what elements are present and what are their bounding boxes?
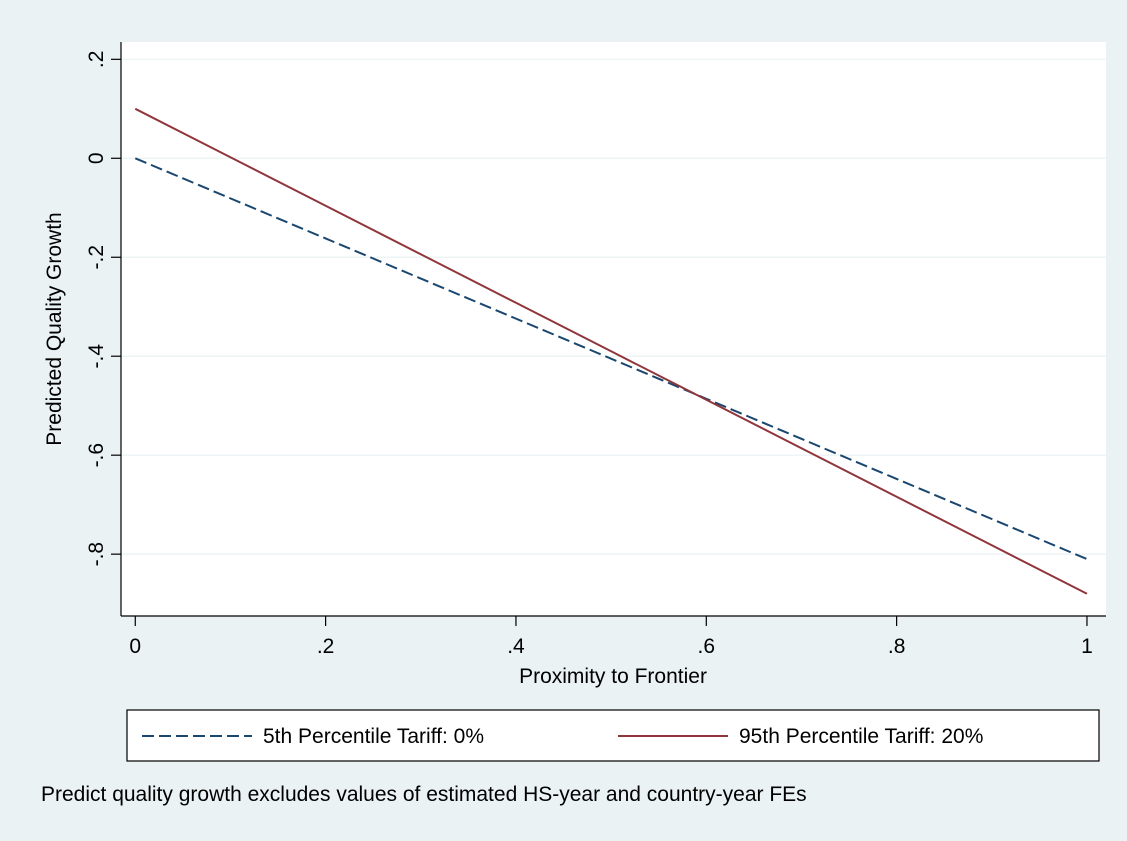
y-axis-ticks: -.8 -.6 -.4 -.2 0 .2 <box>85 51 121 567</box>
axes <box>120 42 1106 617</box>
x-tick-label-0: 0 <box>129 635 141 658</box>
grid-lines <box>121 58 1106 555</box>
series-lines <box>134 107 1088 595</box>
y-tick-label-0: -.8 <box>85 542 108 567</box>
plot-area <box>121 42 1106 616</box>
y-tick-label-3: -.2 <box>85 245 108 270</box>
y-tick-label-4: 0 <box>85 152 108 164</box>
x-tick-label-4: .8 <box>888 635 906 658</box>
x-axis-ticks: 0 .2 .4 .6 .8 1 <box>129 616 1093 658</box>
x-tick-label-5: 1 <box>1081 635 1093 658</box>
chart-note: Predict quality growth excludes values o… <box>41 783 807 806</box>
legend-label-95th-percentile: 95th Percentile Tariff: 20% <box>739 725 983 748</box>
y-tick-label-5: .2 <box>85 51 108 69</box>
x-axis-label: Proximity to Frontier <box>519 665 707 688</box>
series-line-0 <box>134 157 1088 561</box>
legend-label-5th-percentile: 5th Percentile Tariff: 0% <box>263 725 484 748</box>
x-tick-label-3: .6 <box>698 635 716 658</box>
y-tick-label-1: -.6 <box>85 443 108 468</box>
legend-box <box>126 709 1100 762</box>
x-tick-label-1: .2 <box>317 635 335 658</box>
y-tick-label-2: -.4 <box>85 344 108 369</box>
y-axis-label: Predicted Quality Growth <box>43 212 66 445</box>
legend: 5th Percentile Tariff: 0% 95th Percentil… <box>126 709 1100 762</box>
x-tick-label-2: .4 <box>507 635 525 658</box>
series-line-1 <box>134 107 1088 595</box>
